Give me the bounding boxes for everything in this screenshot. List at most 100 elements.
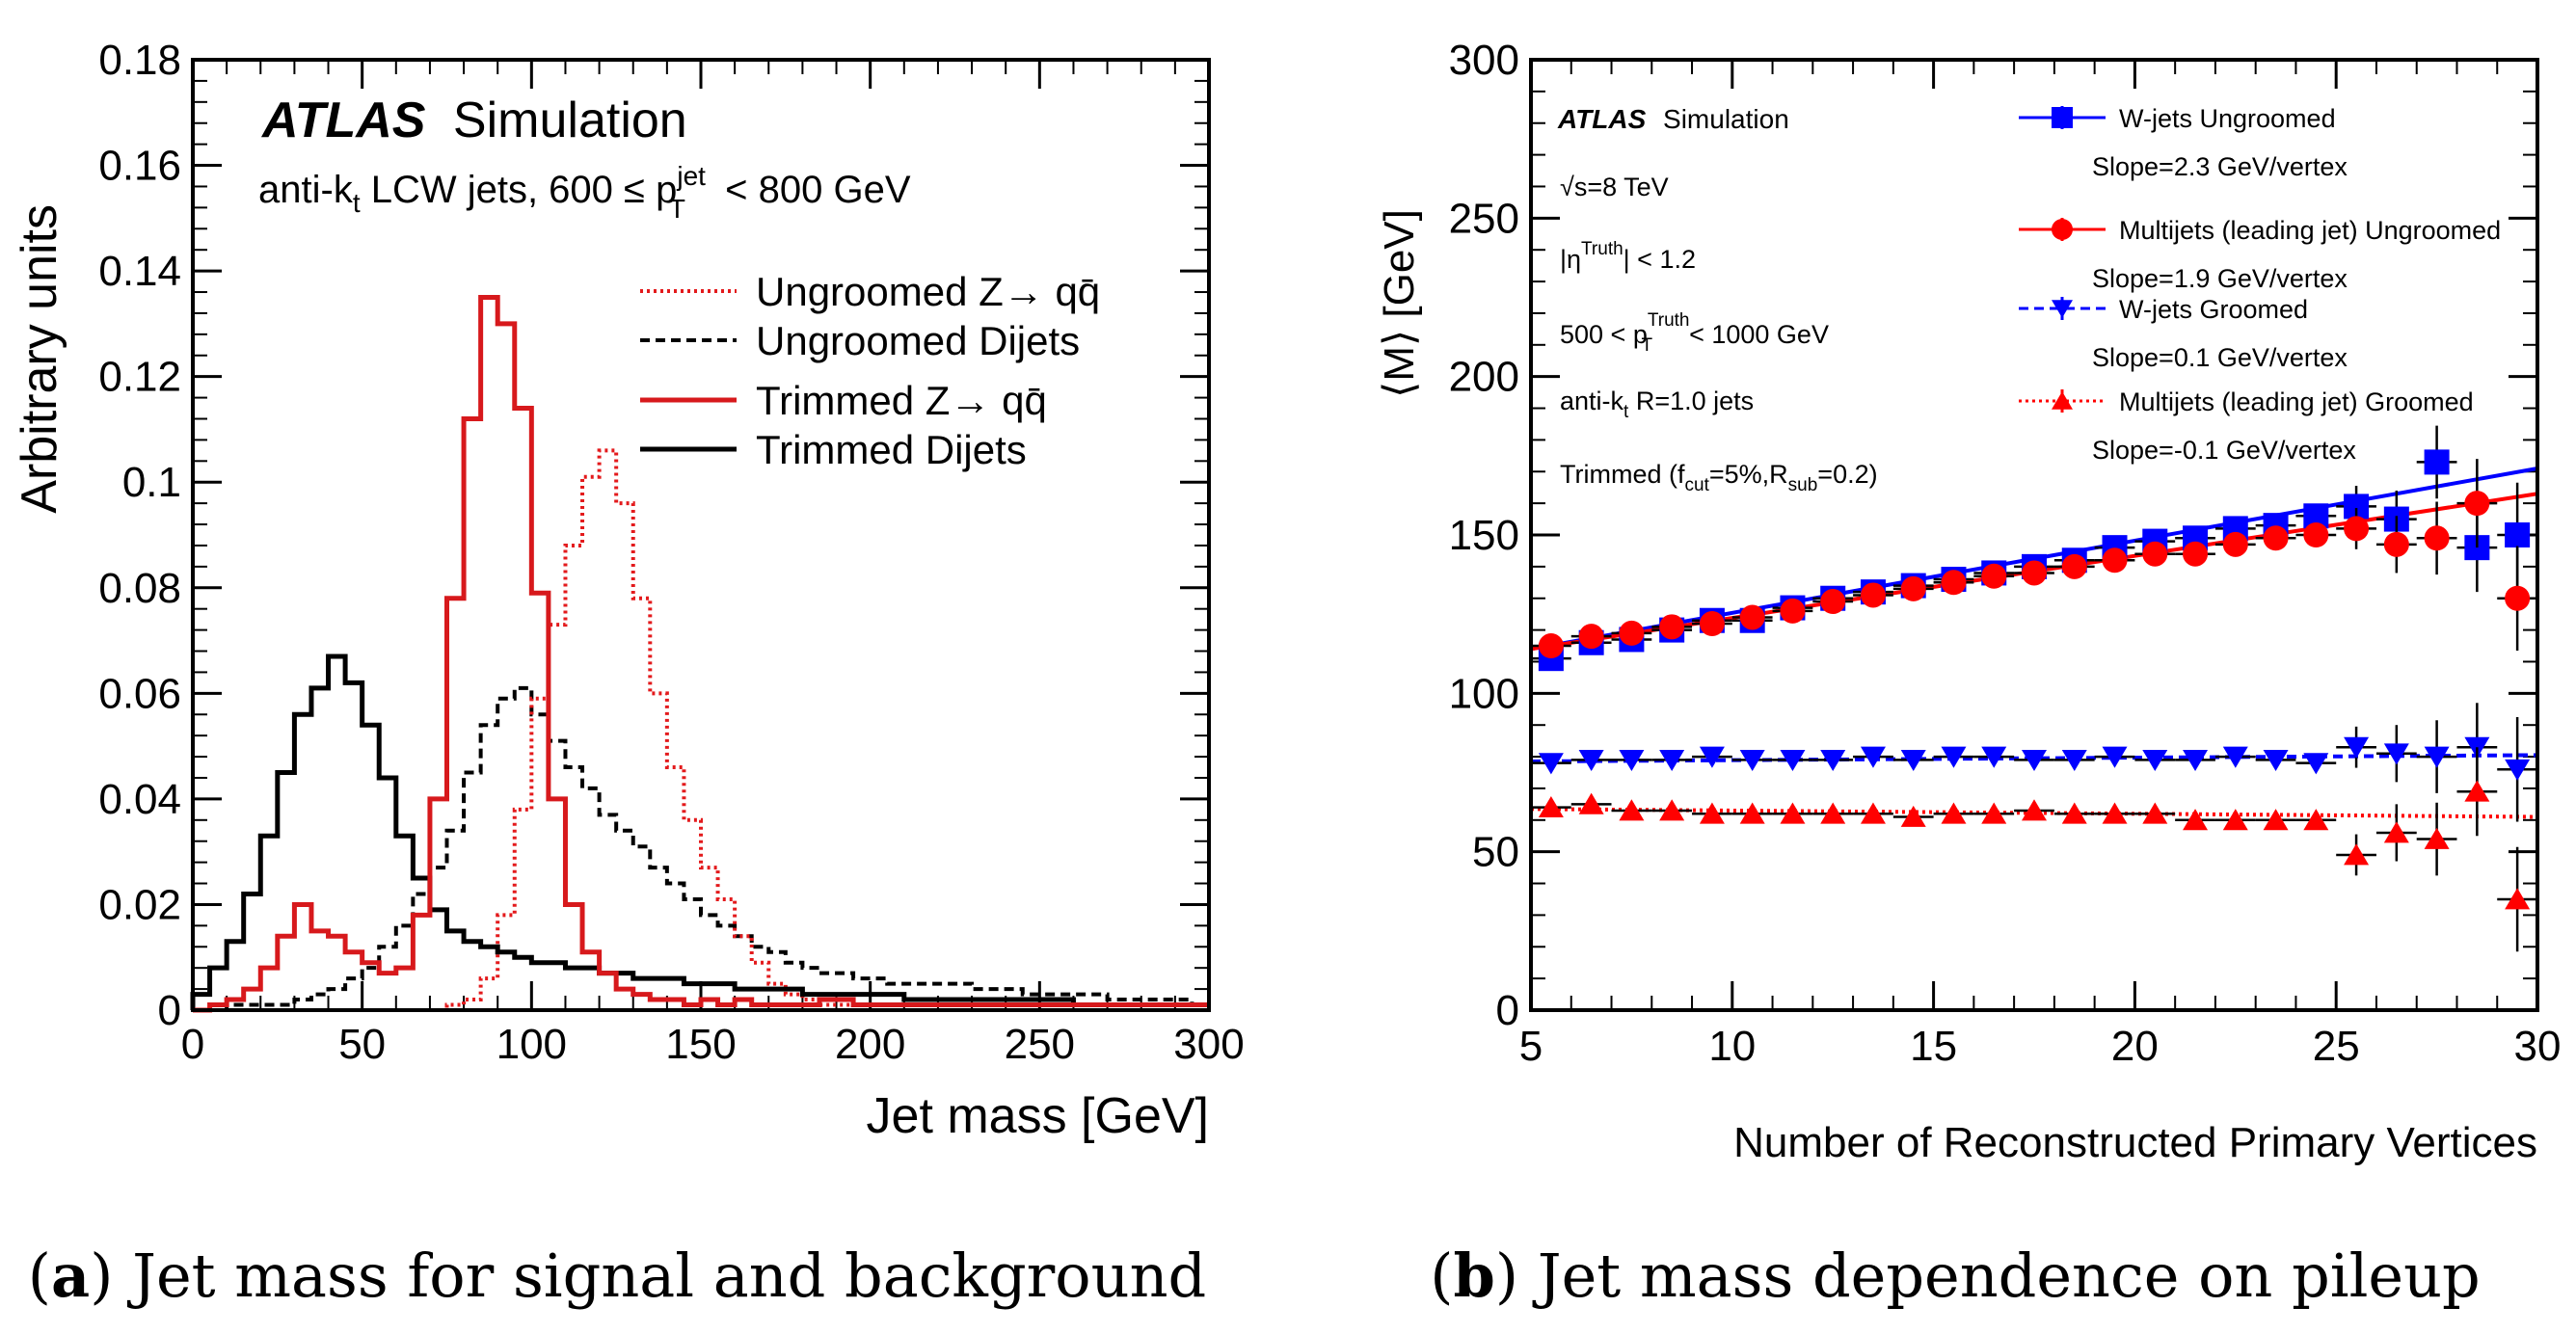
b-data-point [2303,753,2329,775]
b-y-tick-label: 300 [1449,37,1519,84]
b-data-point [2383,531,2409,557]
b-data-point [1699,611,1725,637]
b-data-point [1538,633,1564,659]
a-y-tick-label: 0.1 [122,459,181,506]
b-x-tick-label: 20 [2111,1023,2159,1070]
panel-b-data-points [1531,425,2537,952]
b-data-point [1659,799,1685,821]
b-x-tick-label: 15 [1910,1023,1957,1070]
a-y-tick-label: 0.08 [98,565,181,612]
caption-a: (a) Jet mass for signal and background [28,1241,1206,1311]
b-data-point [2344,516,2370,542]
a-series-trimmed-z-qq- [193,295,1209,1013]
b-data-point [1619,799,1645,821]
panel-b-frame [1529,58,2539,1012]
b-data-point [1981,746,2007,768]
b-data-point [2344,843,2370,866]
b-data-point [1619,749,1645,772]
b-data-point [2303,809,2329,831]
b-data-point [1900,805,1926,827]
b-data-point [2344,736,2370,759]
a-x-tick-label: 150 [665,1021,736,1068]
b-fit-line [1530,753,2538,763]
a-series-trimmed-dijets [190,654,1209,1010]
a-x-tick-label: 250 [1005,1021,1075,1068]
b-data-point [2102,746,2128,768]
a-series-ungroomed-dijets [193,685,1209,1012]
b-data-point [1739,604,1765,630]
b-data-point [2505,759,2531,781]
b-data-point [2464,780,2490,802]
a-x-tick-label: 0 [181,1021,204,1068]
b-data-point [2424,525,2450,551]
panel-a-jet-mass-chart: 0 0.02 0.04 0.06 0.08 0.1 0.12 0.14 0.16 0.18 0 50… [12,37,1245,1144]
panel-a-legend: Ungroomed Z→ qq̄Ungroomed Dijets Trimmed … [640,269,1100,472]
b-data-point [1780,598,1806,624]
b-data-point [2303,522,2329,547]
b-data-point [2022,749,2047,772]
b-data-point [1820,802,1846,824]
b-data-point [1780,749,1806,772]
b-data-point [2505,888,2531,910]
b-data-point [2183,749,2209,772]
b-data-point [1578,624,1604,650]
b-data-point [1739,749,1765,772]
b-data-point [2183,541,2209,567]
b-data-point [2142,541,2168,567]
b-y-tick-label: 200 [1449,354,1519,401]
a-legend-label: Ungroomed Z→ qq̄ [756,269,1100,314]
b-x-tick-label: 30 [2514,1023,2562,1070]
b-data-point [2142,802,2168,824]
b-data-point [1820,589,1846,615]
b-data-point [2222,746,2248,768]
a-y-tick-label: 0.14 [98,248,181,295]
info-line-eta: |ηTruth| < 1.2 [1560,239,1696,274]
b-data-point [1699,802,1725,824]
b-y-tick-label: 100 [1449,670,1519,717]
a-x-tick-label: 200 [835,1021,905,1068]
b-data-point [1941,570,1967,596]
b-data-point [2142,749,2168,772]
a-y-tick-label: 0 [158,987,181,1034]
a-legend-label: Trimmed Z→ qq̄ [756,378,1047,423]
b-data-point [2263,809,2289,831]
b-data-point [1619,620,1645,646]
panel-b-atlas-label: ATLAS Simulation [1557,104,1789,134]
b-data-point [1900,575,1926,601]
b-legend-slope: Slope=0.1 GeV/vertex [2092,343,2348,372]
panel-b-x-axis-label: Number of Reconstructed Primary Vertices [1733,1119,2537,1166]
b-data-point [2022,799,2047,821]
b-data-point [2505,522,2531,547]
b-data-point [2263,749,2289,772]
panel-a-series [190,295,1209,1013]
a-y-tick-label: 0.18 [98,37,181,84]
b-data-point [1538,753,1564,775]
a-x-tick-label: 300 [1173,1021,1244,1068]
b-legend-marker [2052,219,2073,240]
b-data-point [1538,795,1564,818]
panel-a-atlas-label: ATLAS Simulation [260,93,687,148]
panel-b-legend: W-jets Ungroomed Slope=2.3 GeV/vertex Mult… [2019,104,2501,465]
b-data-point [2102,547,2128,574]
b-data-point [1780,802,1806,824]
b-legend-label: Multijets (leading jet) Groomed [2119,387,2474,416]
b-data-point [1578,792,1604,814]
b-data-point [2263,525,2289,551]
b-data-point [1900,749,1926,772]
b-data-point [2464,491,2490,517]
b-legend-label: Multijets (leading jet) Ungroomed [2119,216,2501,245]
b-legend-label: W-jets Ungroomed [2119,104,2336,133]
a-y-tick-label: 0.12 [98,354,181,401]
b-data-point [2061,553,2087,579]
b-legend-slope: Slope=2.3 GeV/vertex [2092,152,2348,181]
a-y-tick-label: 0.02 [98,881,181,928]
b-data-point [2183,809,2209,831]
b-x-tick-label: 25 [2313,1023,2360,1070]
b-data-point [1820,749,1846,772]
b-legend-label: W-jets Groomed [2119,295,2308,324]
info-line-energy: √s=8 TeV [1560,173,1669,201]
b-data-point [1699,746,1725,768]
a-legend-label: Ungroomed Dijets [756,318,1080,363]
panel-b-y-axis-label: ⟨M⟩ [GeV] [1376,209,1423,398]
panel-a-y-axis-label: Arbitrary units [12,204,67,514]
